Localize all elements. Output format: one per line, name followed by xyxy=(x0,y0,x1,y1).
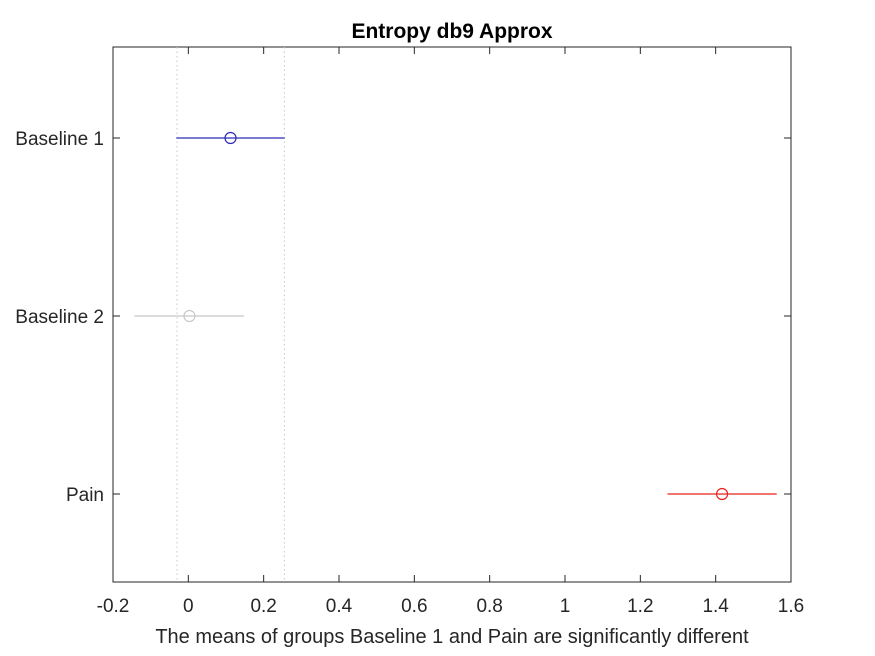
x-axis-label: The means of groups Baseline 1 and Pain … xyxy=(155,626,749,648)
x-tick-label: 0.8 xyxy=(476,596,502,617)
group-mean-marker xyxy=(715,487,729,501)
reference-lines xyxy=(176,47,285,582)
y-axis: Baseline 1 Baseline 2 Pain xyxy=(15,129,791,506)
x-tick-label: 1.6 xyxy=(778,596,804,617)
comparison-intervals xyxy=(134,131,777,501)
x-tick-label: 1.4 xyxy=(702,596,729,617)
x-tick-label: 0.2 xyxy=(250,596,276,617)
x-tick-label: 1.2 xyxy=(627,596,653,617)
group-baseline-2 xyxy=(134,309,245,323)
group-mean-marker xyxy=(183,309,196,323)
y-tick-label: Pain xyxy=(66,485,104,506)
x-tick-label: 1 xyxy=(560,596,571,617)
x-tick-label: 0.4 xyxy=(326,596,353,617)
group-mean-marker xyxy=(224,131,237,145)
x-tick-label: 0 xyxy=(183,596,194,617)
y-tick-label: Baseline 2 xyxy=(15,307,104,328)
x-tick-label: 0.6 xyxy=(401,596,427,617)
x-axis: -0.2 0 0.2 0.4 0.6 0.8 1 1.2 1.4 1.6 xyxy=(97,47,804,617)
y-tick-label: Baseline 1 xyxy=(15,129,104,150)
group-baseline-1 xyxy=(176,131,285,145)
x-tick-label: -0.2 xyxy=(97,596,130,617)
chart-title: Entropy db9 Approx xyxy=(351,20,552,43)
group-pain xyxy=(667,487,777,501)
plot-area xyxy=(112,46,792,583)
